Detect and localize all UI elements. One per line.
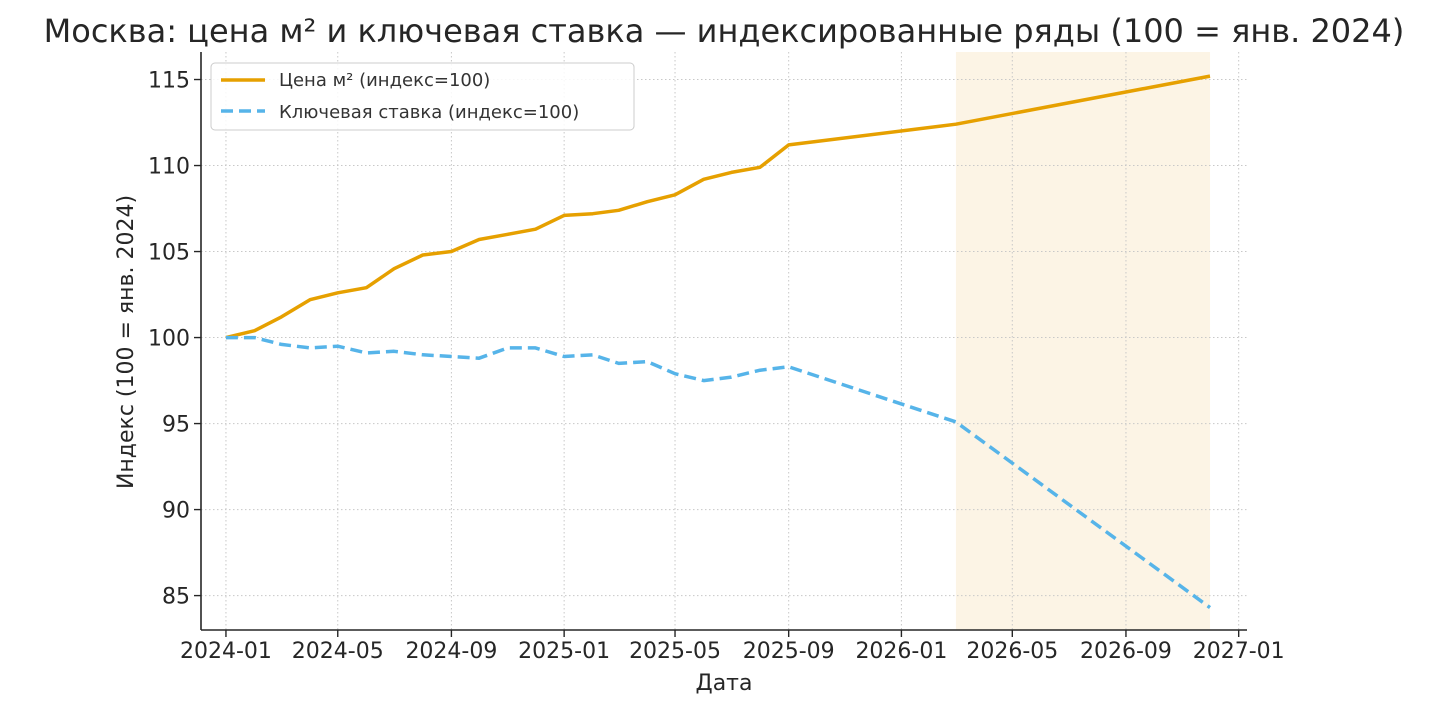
series-line-key-rate xyxy=(225,335,1212,610)
y-tick-label: 110 xyxy=(148,155,190,180)
x-tick-label: 2025-05 xyxy=(629,639,721,664)
x-tick-label: 2024-01 xyxy=(180,639,272,664)
x-tick-label: 2024-09 xyxy=(405,639,497,664)
y-tick-label: 95 xyxy=(162,413,190,438)
x-tick-label: 2024-05 xyxy=(292,639,384,664)
series-line-price xyxy=(225,74,1211,340)
x-axis-label: Дата xyxy=(696,671,753,696)
forecast-band xyxy=(955,52,1211,630)
x-tick-label: 2025-01 xyxy=(518,639,610,664)
x-tick-label: 2026-01 xyxy=(855,639,947,664)
grid xyxy=(201,52,1247,630)
chart-title: Москва: цена м² и ключевая ставка — инде… xyxy=(44,12,1405,50)
y-tick-label: 105 xyxy=(148,241,190,266)
x-tick-label: 2026-09 xyxy=(1080,639,1172,664)
legend: Цена м² (индекс=100) Ключевая ставка (ин… xyxy=(210,62,635,131)
series-layer xyxy=(225,74,1212,610)
legend-label-key-rate: Ключевая ставка (индекс=100) xyxy=(279,102,579,123)
x-axis-ticks: 2024-01 2024-05 2024-09 2025-01 2025-05 2025-… xyxy=(180,630,1285,664)
y-tick-label: 90 xyxy=(162,499,190,524)
x-tick-label: 2026-05 xyxy=(966,639,1058,664)
y-tick-label: 85 xyxy=(162,585,190,610)
legend-box xyxy=(210,62,635,131)
y-tick-label: 115 xyxy=(148,69,190,94)
legend-label-price: Цена м² (индекс=100) xyxy=(279,70,490,91)
y-axis-ticks: 85 90 95 100 105 110 115 xyxy=(148,69,201,610)
y-tick-label: 100 xyxy=(148,327,190,352)
x-tick-label: 2027-01 xyxy=(1193,639,1285,664)
x-tick-label: 2025-09 xyxy=(743,639,835,664)
y-axis-label: Индекс (100 = янв. 2024) xyxy=(114,195,139,489)
